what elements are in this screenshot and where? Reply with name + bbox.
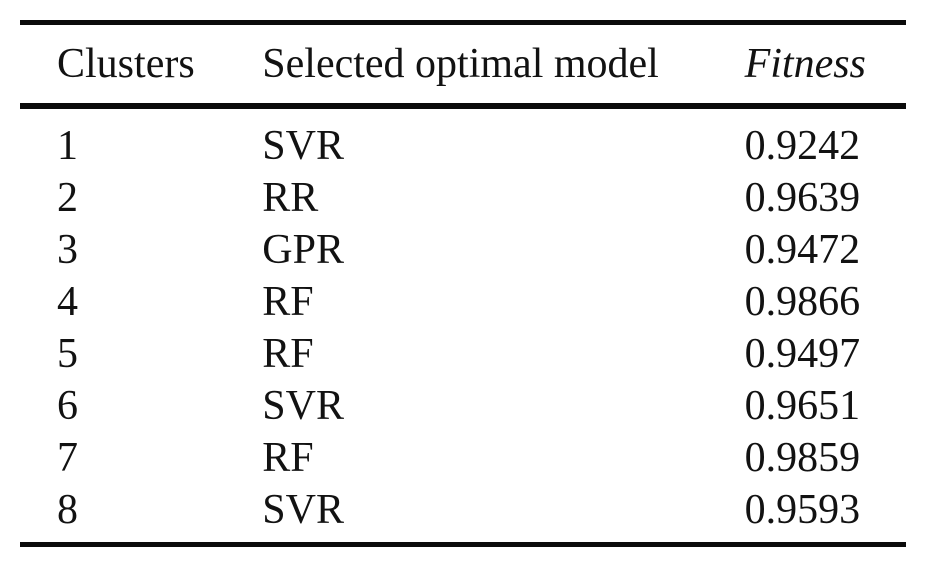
table-row: 1 SVR 0.9242 xyxy=(20,120,906,172)
table-header-rule xyxy=(20,103,906,109)
cell-cluster: 3 xyxy=(57,227,78,273)
column-header-fitness: Fitness xyxy=(744,41,866,87)
column-header-selected-optimal-model: Selected optimal model xyxy=(262,41,659,87)
table-row: 3 GPR 0.9472 xyxy=(20,224,906,276)
cell-fitness: 0.9497 xyxy=(744,331,861,377)
cell-model: RF xyxy=(262,435,314,481)
cell-model: RF xyxy=(262,331,314,377)
cell-cluster: 4 xyxy=(57,279,78,325)
cell-model: RR xyxy=(262,175,319,221)
cell-fitness: 0.9859 xyxy=(744,435,861,481)
results-table: Clusters Selected optimal model Fitness … xyxy=(20,20,906,547)
table-row: 2 RR 0.9639 xyxy=(20,172,906,224)
cell-cluster: 8 xyxy=(57,487,78,533)
cell-fitness: 0.9866 xyxy=(744,279,861,325)
table-row: 7 RF 0.9859 xyxy=(20,432,906,484)
column-header-clusters: Clusters xyxy=(57,41,195,87)
table-row: 6 SVR 0.9651 xyxy=(20,380,906,432)
cell-fitness: 0.9639 xyxy=(744,175,861,221)
table-body: 1 SVR 0.9242 2 RR 0.9639 3 GPR 0.9472 4 RF 0.9866 5 R… xyxy=(20,109,906,542)
cell-cluster: 7 xyxy=(57,435,78,481)
cell-fitness: 0.9593 xyxy=(744,487,861,533)
table-row: 5 RF 0.9497 xyxy=(20,328,906,380)
cell-fitness: 0.9472 xyxy=(744,227,861,273)
cell-cluster: 6 xyxy=(57,383,78,429)
cell-cluster: 5 xyxy=(57,331,78,377)
cell-fitness: 0.9651 xyxy=(744,383,861,429)
table-top-rule xyxy=(20,20,906,25)
table-row: 4 RF 0.9866 xyxy=(20,276,906,328)
cell-cluster: 1 xyxy=(57,123,78,169)
cell-model: SVR xyxy=(262,487,344,533)
cell-model: GPR xyxy=(262,227,344,273)
cell-model: SVR xyxy=(262,123,344,169)
table-header-row: Clusters Selected optimal model Fitness xyxy=(20,25,906,103)
cell-model: RF xyxy=(262,279,314,325)
table-bottom-rule xyxy=(20,542,906,547)
cell-fitness: 0.9242 xyxy=(744,123,861,169)
cell-cluster: 2 xyxy=(57,175,78,221)
cell-model: SVR xyxy=(262,383,344,429)
table-row: 8 SVR 0.9593 xyxy=(20,484,906,536)
